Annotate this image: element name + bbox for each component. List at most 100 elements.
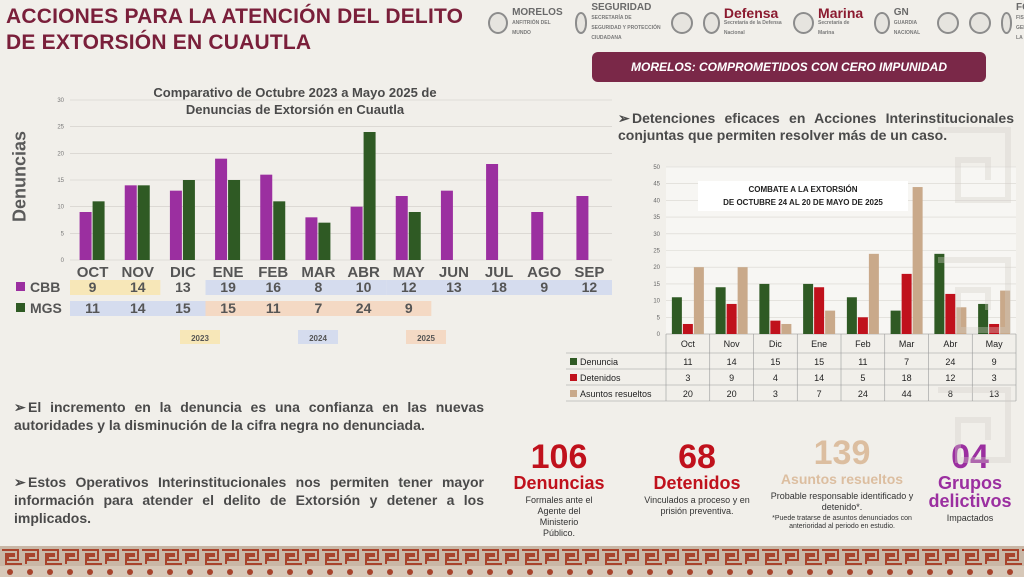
table-cell: 14	[814, 373, 824, 383]
gn-seal-logo: GN GUARDIA NACIONAL	[874, 8, 926, 38]
marina-seal-icon	[793, 12, 815, 34]
seal-logo	[936, 12, 959, 34]
table-cell: 14	[130, 279, 146, 295]
fgr-seal-icon	[1000, 12, 1013, 34]
legend-label: Asuntos resueltos	[580, 389, 652, 399]
arrow-bullet-icon: ➢	[618, 110, 630, 126]
chart-title-line: DE OCTUBRE 24 AL 20 DE MAYO DE 2025	[723, 198, 883, 207]
year-band	[180, 330, 220, 344]
kpi-label: Asuntos resueltos	[780, 471, 904, 487]
table-cell: 14	[727, 357, 737, 367]
kpi-number: 139	[813, 434, 871, 472]
x-tick-label: JUN	[439, 264, 469, 281]
y-tick-label: 15	[57, 178, 64, 184]
x-tick-label: AGO	[527, 264, 562, 281]
kpi-grupos: 04 Grupos delictivos Impactados	[918, 440, 1022, 524]
table-cell: 8	[948, 389, 953, 399]
table-cell: 10	[356, 279, 372, 295]
bullet-item: ➢ Estos Operativos Interinstitucionales n…	[14, 473, 484, 527]
table-cell: 11	[266, 300, 281, 316]
x-tick-label: OCT	[77, 264, 109, 281]
bar	[318, 222, 331, 260]
institution-logos: MORELOS ANFITRIÓN DEL MUNDO SEGURIDAD SECRE…	[488, 3, 1024, 43]
kpi-label: Grupos delictivos	[928, 473, 1012, 511]
morelos-seal-icon	[488, 12, 509, 34]
page-title: ACCIONES PARA LA ATENCIÓN DEL DELITO DE …	[6, 5, 464, 54]
y-tick-label: 0	[657, 332, 661, 338]
table-cell: 11	[683, 357, 692, 367]
bar	[363, 132, 376, 260]
legend-swatch	[16, 303, 25, 312]
kpi-description: Impactados	[946, 513, 994, 523]
table-cell: 15	[175, 300, 191, 316]
kpi-description: Probable responsable identificado y dete…	[770, 491, 914, 512]
kpi-number: 106	[530, 438, 588, 476]
bar	[531, 212, 544, 260]
y-tick-label: 25	[57, 125, 64, 131]
bar	[215, 158, 228, 260]
table-cell: 11	[858, 357, 867, 367]
logo-label: FGRFISCALÍA GENERAL DE LA REPÚBLICA	[1016, 3, 1024, 43]
morelos-seal-logo: MORELOS ANFITRIÓN DEL MUNDO	[488, 8, 565, 38]
x-tick-label: ENE	[213, 264, 244, 281]
table-cell: 19	[220, 279, 236, 295]
table-cell: 13	[989, 389, 999, 399]
y-tick-label: 40	[653, 198, 660, 204]
x-tick-label: SEP	[574, 264, 604, 281]
bar	[715, 287, 726, 334]
police-badge-logo	[670, 12, 693, 34]
x-tick-label: MAR	[301, 264, 335, 281]
y-tick-label: 15	[653, 282, 660, 288]
x-tick-label: Ene	[811, 339, 827, 349]
fgr-seal-logo: FGRFISCALÍA GENERAL DE LA REPÚBLICA	[1000, 3, 1024, 43]
bar	[814, 287, 825, 334]
police-shield-icon	[968, 12, 991, 34]
bar	[901, 273, 912, 334]
table-cell: 13	[446, 279, 462, 295]
logo-label: MORELOS ANFITRIÓN DEL MUNDO	[512, 7, 563, 37]
bar	[857, 317, 868, 334]
bar	[759, 283, 770, 334]
bar	[846, 297, 857, 334]
legend-label: CBB	[30, 279, 60, 295]
table-band	[70, 280, 161, 295]
table-cell: 5	[860, 373, 865, 383]
kpi-number: 04	[951, 438, 989, 476]
x-tick-label: Feb	[855, 339, 871, 349]
logo-sublabel: SECRETARÍA DE SEGURIDAD Y PROTECCIÓN CIU…	[591, 15, 661, 41]
police-shield-logo	[968, 12, 991, 34]
bar	[260, 174, 273, 260]
seguridad-seal-logo: SEGURIDAD SECRETARÍA DE SEGURIDAD Y PROTE…	[574, 3, 661, 43]
table-cell: 14	[130, 300, 146, 316]
decorative-border	[0, 546, 1024, 577]
y-tick-label: 50	[653, 165, 660, 171]
x-tick-label: NOV	[121, 264, 154, 281]
table-band	[205, 280, 387, 295]
chart-title-line: COMBATE A LA EXTORSIÓN	[748, 185, 857, 194]
x-tick-label: DIC	[170, 264, 196, 281]
table-cell: 18	[902, 373, 912, 383]
x-tick-label: Abr	[943, 339, 957, 349]
legend-swatch	[570, 390, 577, 397]
x-tick-label: Dic	[769, 339, 782, 349]
x-tick-label: JUL	[485, 264, 513, 281]
bar	[682, 323, 693, 334]
table-cell: 9	[540, 279, 548, 295]
table-cell: 13	[175, 279, 191, 295]
table-cell: 12	[945, 373, 955, 383]
bar	[693, 267, 704, 334]
bar	[182, 180, 195, 260]
kpi-description: Vinculados a proceso y en prisión preven…	[644, 495, 750, 516]
year-label: 2025	[417, 334, 435, 343]
defensa-seal-icon	[702, 12, 720, 34]
y-tick-label: 45	[653, 182, 660, 188]
table-cell: 24	[945, 357, 955, 367]
legend-label: MGS	[30, 300, 62, 316]
bar	[273, 201, 286, 260]
bar	[825, 310, 836, 334]
legend-swatch	[570, 358, 577, 365]
bar	[440, 190, 453, 260]
bar	[989, 323, 1000, 334]
logo-sublabel: Secretaría de la Defensa Nacional	[723, 20, 782, 36]
